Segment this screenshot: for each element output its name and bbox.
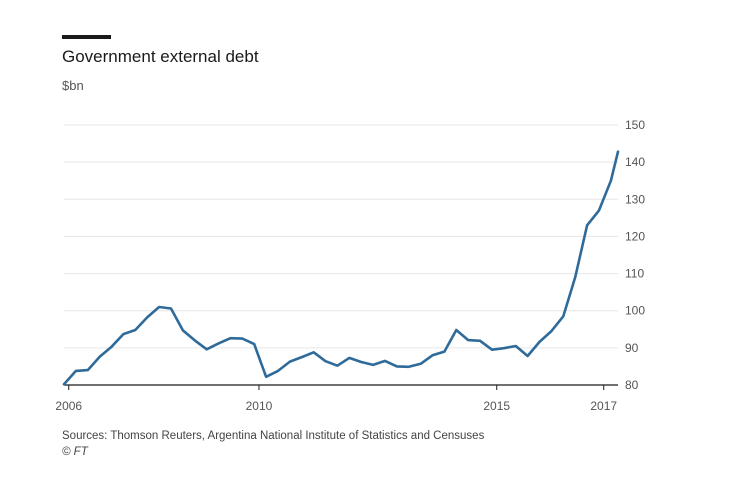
y-tick-label-100: 100 [625, 304, 645, 318]
x-tick-label-2010: 2010 [246, 399, 273, 413]
unit-label: $bn [62, 78, 84, 93]
title-accent-bar [62, 35, 111, 39]
y-tick-label-120: 120 [625, 229, 645, 243]
x-tick-label-2006: 2006 [55, 399, 82, 413]
source-note: Sources: Thomson Reuters, Argentina Nati… [62, 430, 485, 442]
x-tick-label-2015: 2015 [483, 399, 510, 413]
y-tick-label-80: 80 [625, 378, 639, 392]
y-tick-label-110: 110 [625, 267, 644, 281]
x-axis-ticks: 2006 2010 2015 2017 [55, 385, 617, 413]
y-axis-tick-labels: 80 90 100 110 120 130 140 150 [625, 118, 645, 392]
credit-note: © FT [62, 446, 88, 458]
y-tick-label-140: 140 [625, 155, 645, 169]
y-tick-label-130: 130 [625, 192, 645, 206]
y-tick-label-150: 150 [625, 118, 645, 132]
gridlines [64, 124, 618, 349]
y-tick-label-90: 90 [625, 341, 639, 355]
x-tick-label-2017: 2017 [590, 399, 617, 413]
debt-series-line [62, 150, 620, 386]
chart-title: Government external debt [62, 47, 259, 66]
